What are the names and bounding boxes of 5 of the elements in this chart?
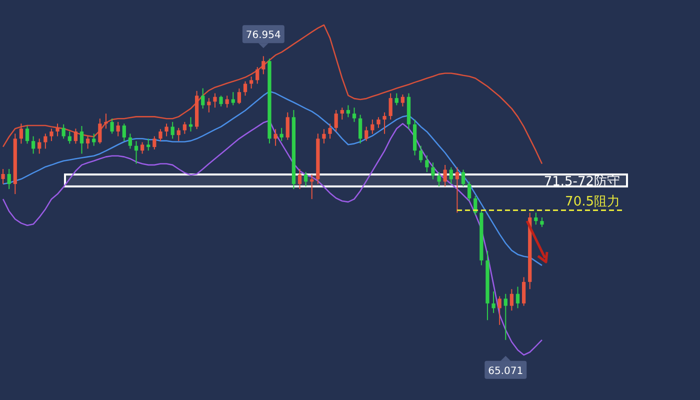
annotation: 65.071 bbox=[488, 366, 524, 377]
annotation: 65.071 bbox=[484, 356, 527, 379]
annotation: 76.954 bbox=[246, 30, 281, 42]
annotation: 76.954 bbox=[242, 25, 284, 48]
ref-line-label: 70.5阻力 bbox=[565, 194, 620, 210]
